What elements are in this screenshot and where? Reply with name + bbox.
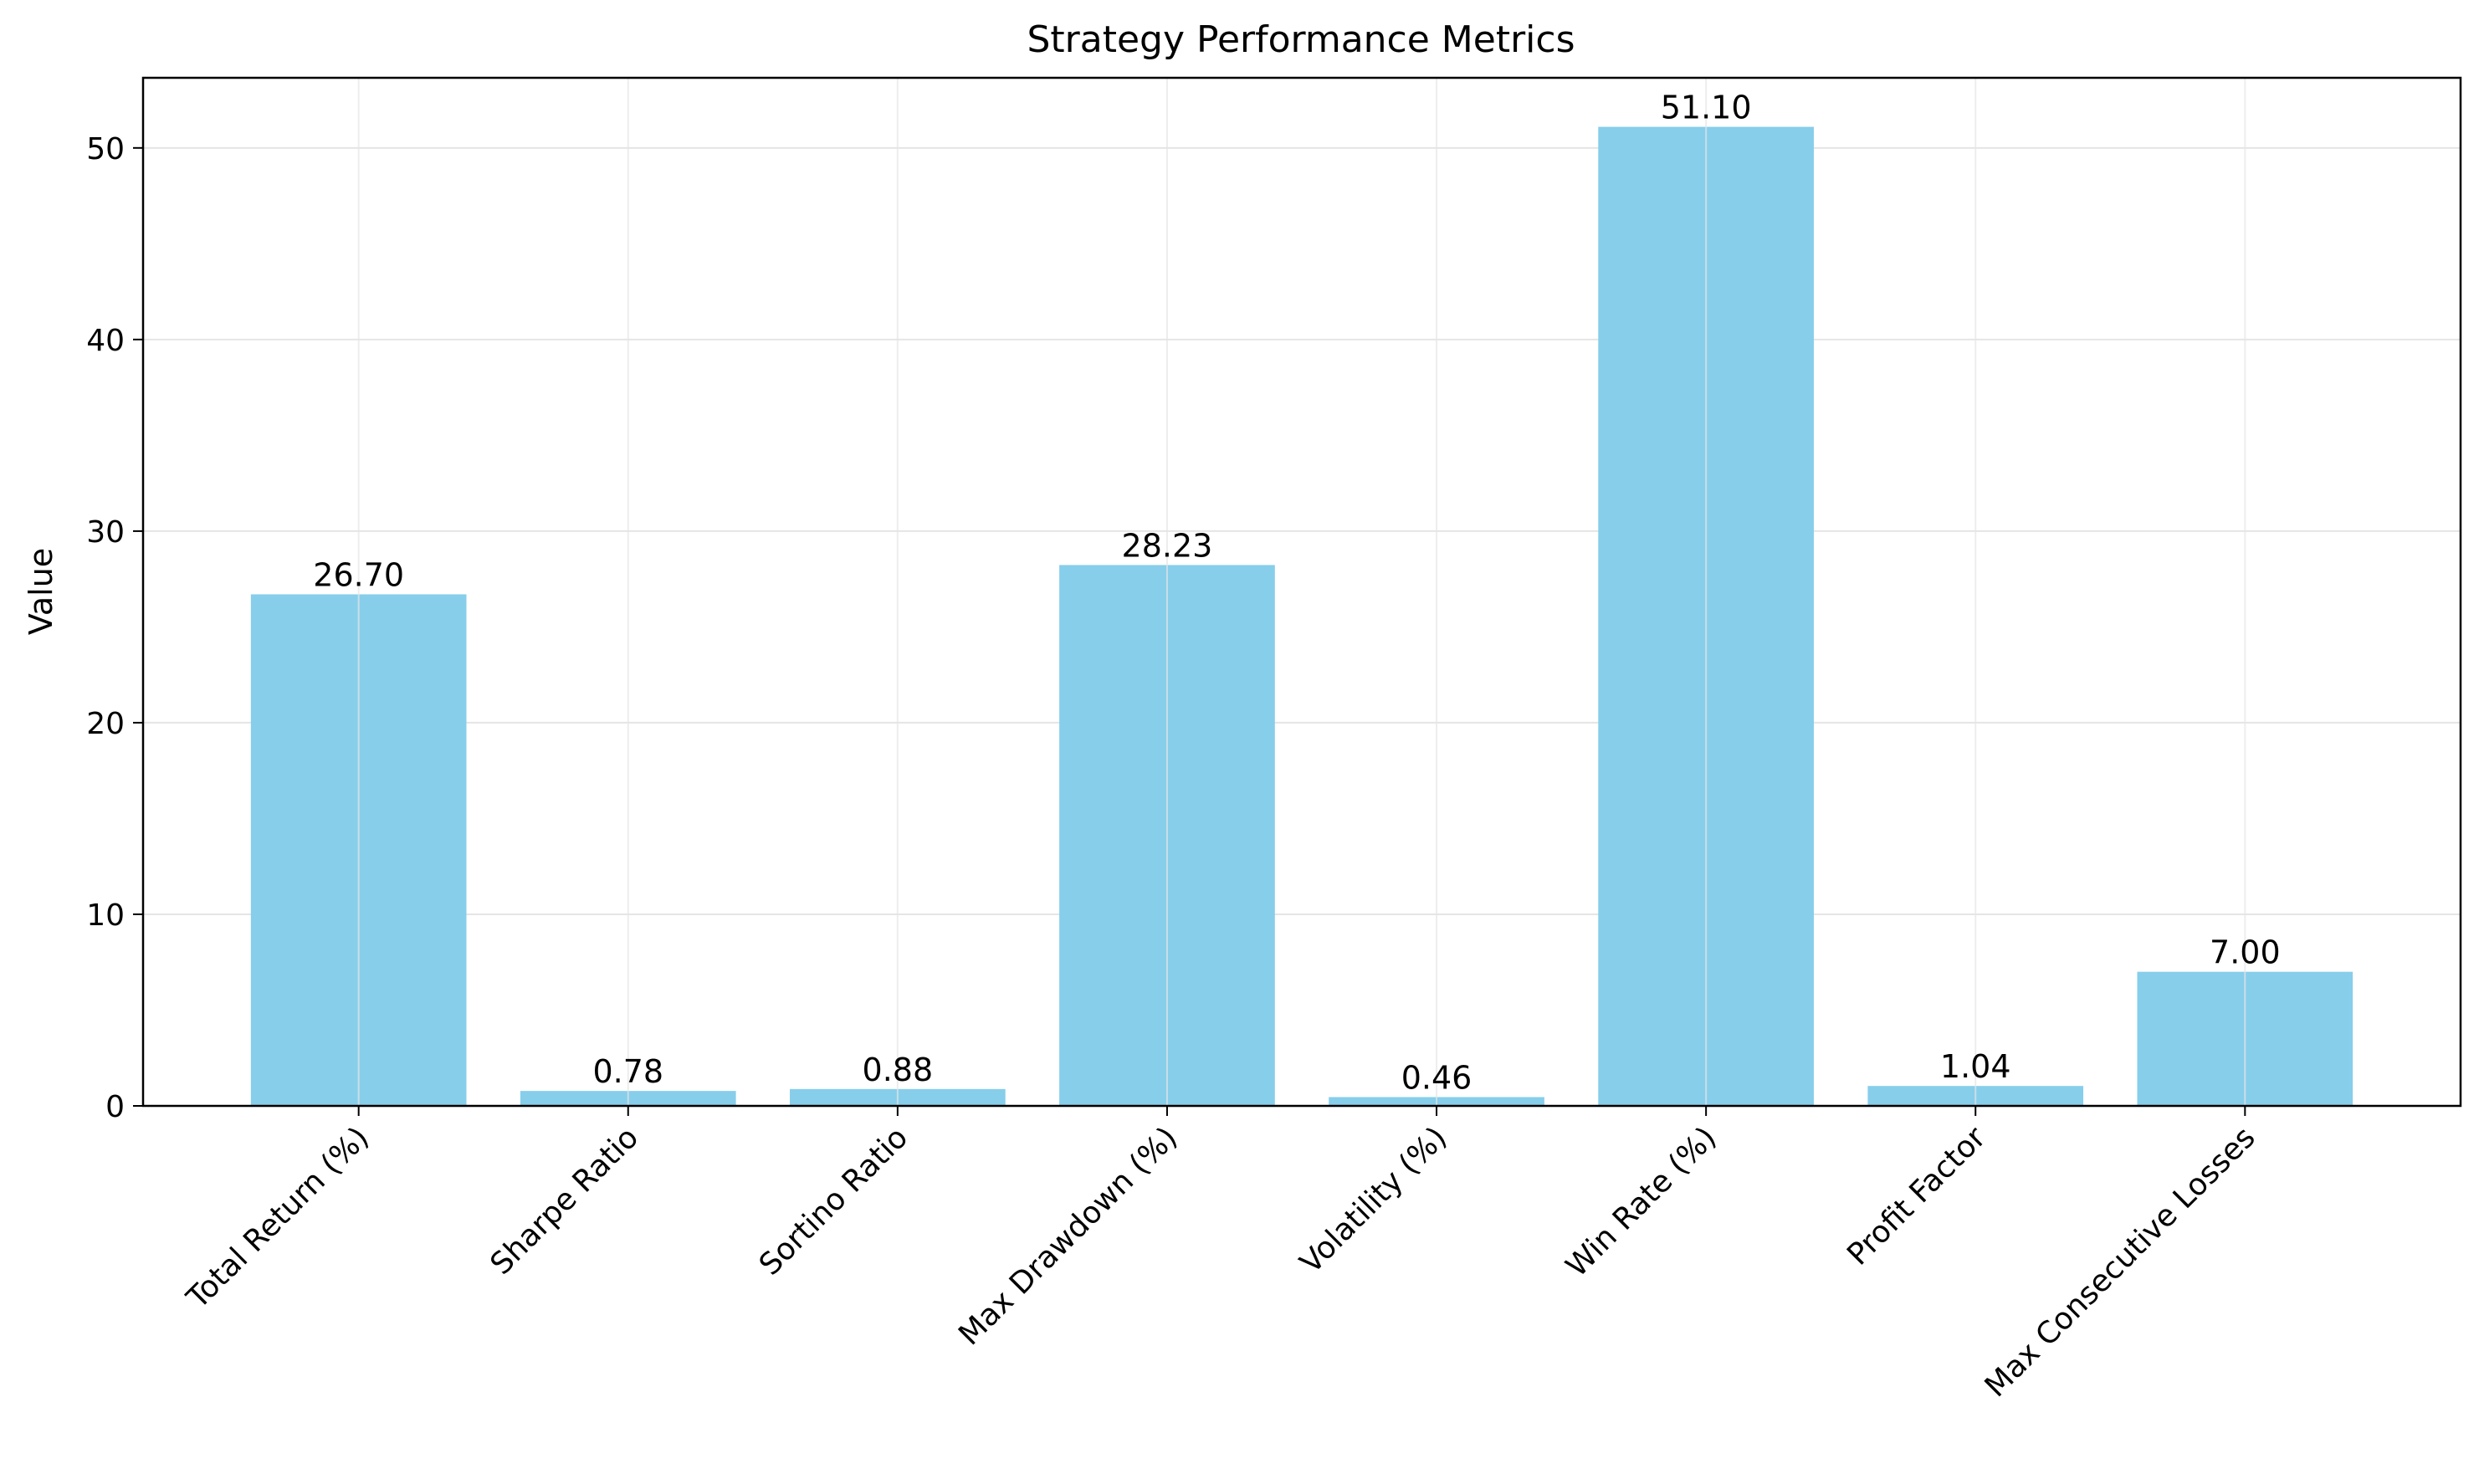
y-axis-ticks: 0 10 20 30 40 50 xyxy=(86,132,143,1124)
grid-lines xyxy=(143,146,2461,1107)
x-tick-label: Sortino Ratio xyxy=(753,1120,914,1282)
y-tick-label: 30 xyxy=(86,515,125,550)
vertical-grid-lines xyxy=(357,78,2246,1106)
x-tick-label: Win Rate (%) xyxy=(1560,1120,1723,1283)
y-tick-label: 0 xyxy=(105,1090,125,1124)
chart-title: Strategy Performance Metrics xyxy=(1027,18,1575,61)
bar-value-label: 1.04 xyxy=(1940,1048,2011,1085)
plot-frame xyxy=(141,76,2462,1108)
x-tick-label: Total Return (%) xyxy=(180,1120,376,1316)
bar-value-label: 51.10 xyxy=(1661,90,1752,126)
x-tick-label: Volatility (%) xyxy=(1293,1120,1453,1280)
x-tick-label: Max Consecutive Losses xyxy=(1979,1120,2262,1404)
y-tick-label: 40 xyxy=(86,324,125,358)
bar-value-label: 0.46 xyxy=(1401,1059,1472,1096)
y-axis-label: Value xyxy=(23,548,59,635)
axes xyxy=(141,76,2462,1108)
y-tick-label: 20 xyxy=(86,707,125,741)
y-tick-label: 10 xyxy=(86,898,125,933)
bar-value-label: 28.23 xyxy=(1122,527,1213,564)
bar-value-label: 0.78 xyxy=(592,1053,663,1090)
bar-value-label: 0.88 xyxy=(863,1052,934,1088)
bars xyxy=(250,126,2353,1107)
y-tick-label: 50 xyxy=(86,132,125,166)
x-tick-label: Profit Factor xyxy=(1841,1120,1993,1272)
x-tick-label: Sharpe Ratio xyxy=(484,1120,646,1282)
bar-value-label: 26.70 xyxy=(313,556,404,593)
bar-value-labels: 26.70 0.78 0.88 28.23 0.46 51.10 1.04 7.00 xyxy=(313,90,2280,1097)
x-axis-ticks: Total Return (%) Sharpe Ratio Sortino Rati… xyxy=(180,1106,2262,1404)
bar-value-label: 7.00 xyxy=(2210,934,2281,971)
x-tick-label: Max Drawdown (%) xyxy=(952,1120,1184,1352)
